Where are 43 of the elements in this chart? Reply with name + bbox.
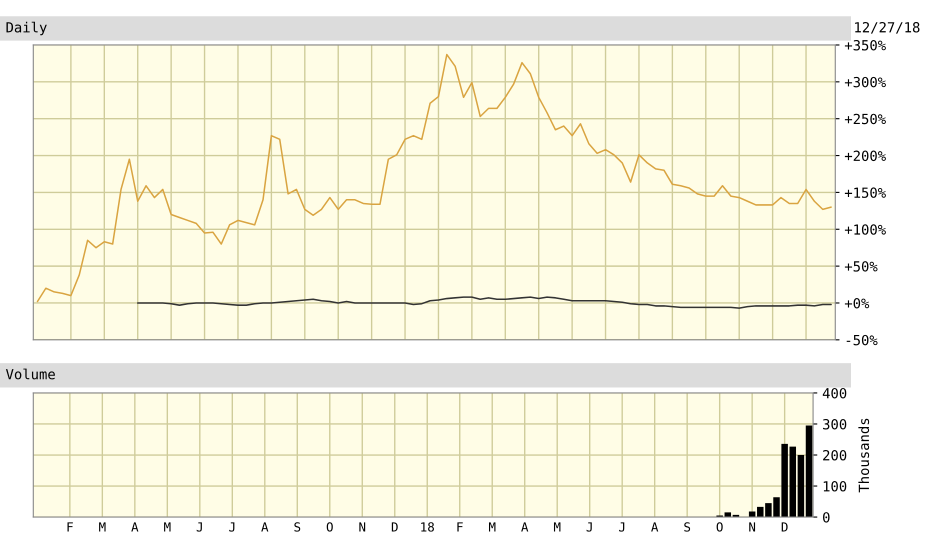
x-tick-label: N	[359, 522, 366, 532]
x-tick-label: J	[586, 522, 592, 532]
x-tick-label: D	[782, 522, 788, 532]
text: 12/27/18	[855, 22, 920, 34]
x-tick-label: M	[554, 522, 560, 532]
y-tick-label: +100%	[844, 224, 886, 235]
y-tick-label: 300	[823, 418, 846, 430]
y-tick-label: +0%	[844, 298, 870, 308]
x-tick-label: A	[261, 522, 268, 532]
x-tick-label: S	[294, 522, 300, 532]
y-tick-label: +50%	[844, 261, 878, 272]
x-tick-label: A	[131, 522, 138, 532]
x-tick-label: M	[99, 522, 106, 532]
y-tick-label: +350%	[844, 40, 886, 50]
y-tick-label: +150%	[844, 187, 886, 198]
line-series	[136, 296, 832, 309]
x-tick-label: M	[488, 522, 496, 532]
y-tick-label: +300%	[844, 76, 886, 88]
x-tick-label: J	[196, 522, 202, 532]
x-tick-label: F	[457, 522, 463, 532]
chart-title: Volume	[6, 368, 55, 380]
y-tick-label: -50%	[846, 334, 878, 346]
x-tick-label: D	[392, 522, 398, 532]
x-tick-label: 18	[421, 522, 434, 532]
y-tick-label: 100	[824, 481, 846, 492]
chart-title: Daily	[6, 22, 47, 36]
y-tick-label: 400	[822, 388, 846, 398]
line-series	[36, 54, 832, 302]
x-tick-label: J	[619, 522, 624, 532]
x-tick-label: A	[521, 522, 528, 532]
x-tick-label: J	[229, 522, 234, 532]
x-tick-label: A	[651, 522, 658, 532]
y-tick-label: 200	[823, 450, 846, 461]
y-tick-label: +250%	[844, 114, 886, 124]
x-tick-label: M	[164, 522, 171, 532]
x-tick-label: S	[684, 522, 690, 532]
x-tick-label: O	[716, 522, 723, 532]
y-tick-label: +200%	[844, 150, 886, 162]
y-tick-label: 0	[823, 512, 830, 523]
x-tick-label: N	[749, 522, 756, 532]
x-tick-label: O	[326, 522, 333, 532]
y-axis-title: Thousands	[858, 418, 870, 492]
x-tick-label: F	[68, 522, 73, 532]
